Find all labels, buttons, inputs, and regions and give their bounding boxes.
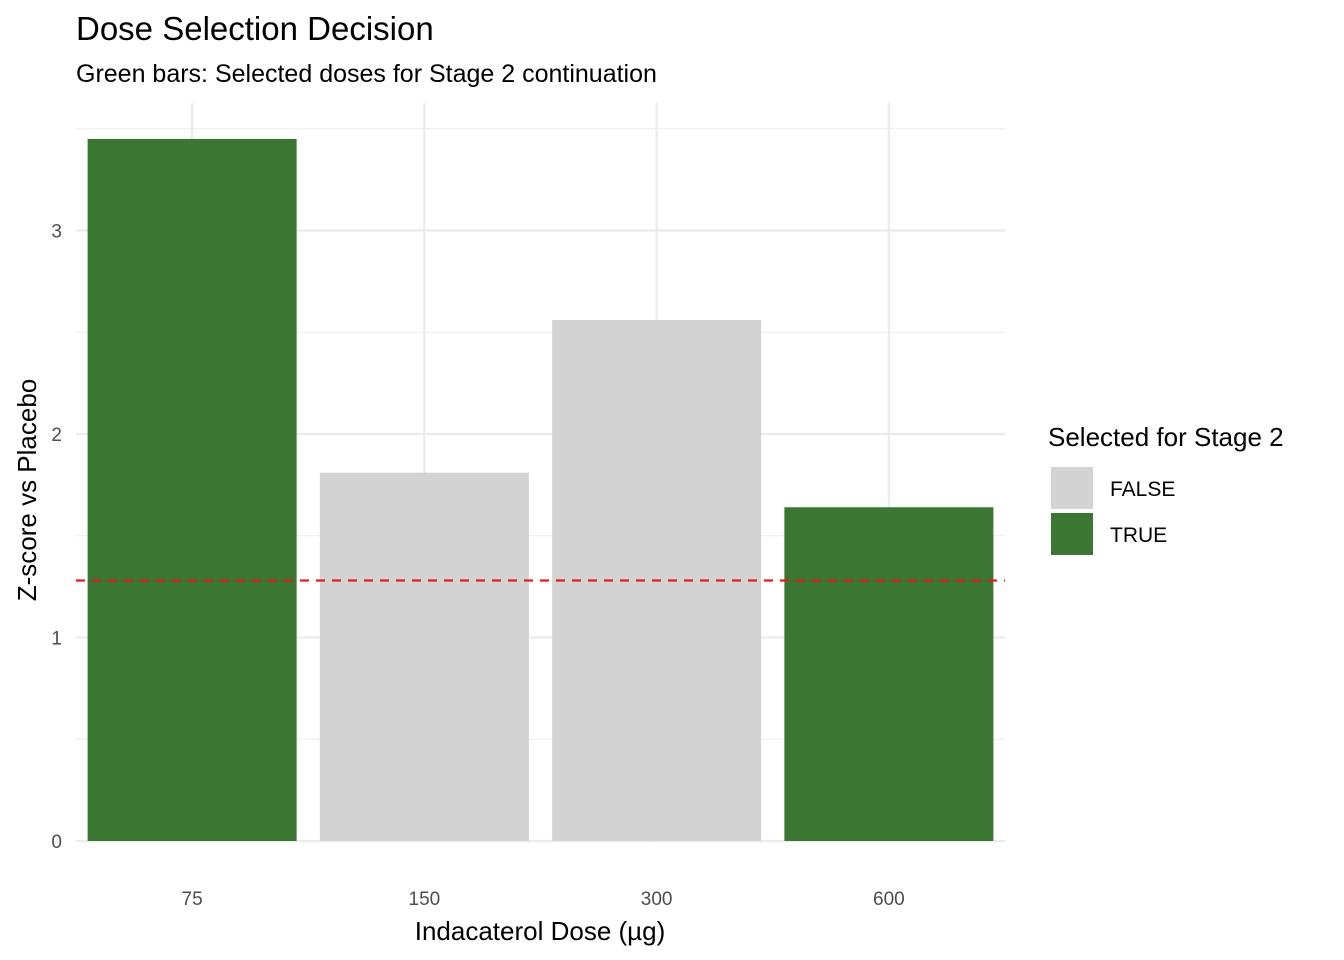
bars <box>87 138 994 842</box>
y-tick-label: 0 <box>51 832 62 853</box>
legend-label-true: TRUE <box>1110 524 1167 547</box>
legend-label-false: FALSE <box>1110 478 1175 501</box>
y-axis-ticks: 0 1 2 3 <box>51 222 62 854</box>
y-tick-label: 3 <box>51 222 62 243</box>
legend-key-true <box>1051 513 1093 555</box>
y-tick-label: 2 <box>51 425 62 446</box>
x-axis-ticks: 75 150 300 600 <box>182 889 905 910</box>
bar-150 <box>319 472 529 841</box>
bar-75 <box>87 138 297 842</box>
x-tick-label: 600 <box>873 889 905 910</box>
x-axis-title: Indacaterol Dose (µg) <box>415 916 666 946</box>
chart-title: Dose Selection Decision <box>76 10 434 47</box>
y-tick-label: 1 <box>51 629 62 650</box>
x-tick-label: 300 <box>641 889 673 910</box>
bar-600 <box>784 507 994 841</box>
legend-title: Selected for Stage 2 <box>1048 422 1284 452</box>
legend-key-false <box>1051 467 1093 509</box>
y-axis-title: Z-score vs Placebo <box>12 379 42 602</box>
x-tick-label: 75 <box>182 889 203 910</box>
legend: Selected for Stage 2 FALSE TRUE <box>1048 422 1284 555</box>
x-tick-label: 150 <box>409 889 441 910</box>
chart-subtitle: Green bars: Selected doses for Stage 2 c… <box>76 60 657 88</box>
